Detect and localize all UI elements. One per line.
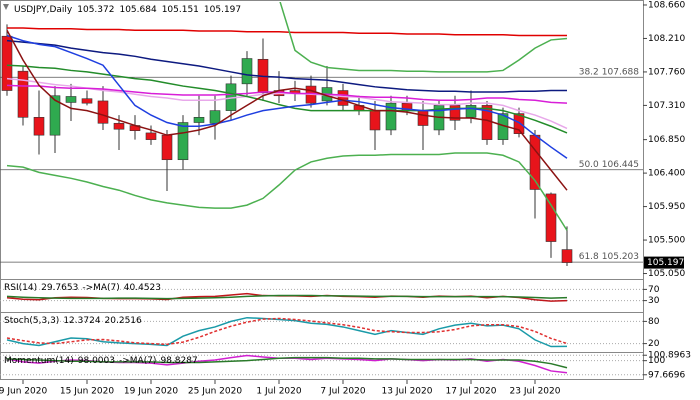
x-tick-label: 7 Jul 2020 [320,387,365,397]
indicator-label: RSI(14) 29.7653 ->MA(7) 40.4523 [4,283,161,293]
candle-body [97,100,109,124]
candle-body [193,117,205,123]
indicator-name: ->MA(7) [82,283,119,293]
fib-label: 38.2 107.688 [579,67,640,77]
x-tick-label: 23 Jul 2020 [510,387,561,397]
candle-body [513,113,525,134]
y-tick-label: 108.210 [648,34,685,44]
x-tick-label: 25 Jun 2020 [188,387,242,397]
y-tick-label: 70 [648,285,660,295]
candle-body [161,134,173,161]
x-tick-label: 1 Jul 2020 [256,387,301,397]
y-tick-label: 100 [648,356,665,366]
fib-ratio: 61.8 [579,252,599,262]
candle-body [241,58,253,85]
fib-ratio: 38.2 [579,67,599,77]
indicator-value: 98.8287 [160,356,197,366]
y-tick-label: 106.400 [648,169,685,179]
candle-body [49,95,61,136]
price-box [644,256,684,269]
candle-body [177,122,189,161]
fib-price: 105.203 [602,252,639,262]
price-label: 105.197 [647,258,684,268]
indicator-label: Momentum(14) 98.0003 ->MA(7) 98.8287 [4,356,198,366]
fib-price: 107.688 [602,67,639,77]
y-tick-label: 100.8963 [648,351,691,361]
y-tick-label: 30 [648,296,660,306]
x-tick-label: 17 Jul 2020 [446,387,497,397]
line [6,316,568,348]
candle-body [81,98,93,104]
indicator-name: Momentum(14) [4,356,74,366]
indicator-value: 29.7653 [41,283,78,293]
indicator-value: 98.0003 [78,356,115,366]
plot-frame [0,0,644,380]
indicator-name: RSI(14) [4,283,37,293]
symbol: USDJPY,Daily [14,5,73,15]
ohlc-value: 105.197 [204,5,241,15]
y-tick-label: 105.950 [648,202,685,212]
candle-body [17,70,29,118]
indicator-value: 12.3724 [63,316,100,326]
ohlc-value: 105.151 [162,5,199,15]
line [6,34,568,159]
candle-body [385,102,397,131]
fib-ratio: 50.0 [579,159,599,169]
candle-body [113,122,125,130]
indicator-name: ->MA(7) [119,356,156,366]
line [6,294,568,300]
candle-body [561,249,573,263]
fib-price: 106.445 [602,159,639,169]
y-tick-label: 105.500 [648,236,685,246]
line [7,27,567,37]
y-tick-label: 97.6696 [648,370,685,380]
fib-label: 50.0 106.445 [579,159,639,169]
line [279,2,568,73]
indicator-name: Stoch(5,3,3) [4,316,59,326]
candle-body [33,117,45,136]
candle-body [337,90,349,106]
y-tick-label: 20 [648,339,660,349]
line [6,152,568,231]
line [6,84,568,104]
y-tick-label: 107.760 [648,67,685,77]
candle-body [369,110,381,131]
indicator-label: Stoch(5,3,3) 12.3724 20.2516 [4,316,142,326]
chart-title: USDJPY,Daily 105.372 105.684 105.151 105.197 [14,5,241,15]
line [6,356,568,369]
y-tick-label: 105.050 [648,269,685,279]
indicator-value: 20.2516 [105,316,142,326]
x-tick-label: 15 Jun 2020 [60,387,114,397]
ohlc-value: 105.684 [119,5,156,15]
candle-body [209,110,221,124]
y-tick-label: 106.850 [648,135,685,145]
x-tick-label: 9 Jun 2020 [0,387,47,397]
line [6,39,567,93]
x-tick-label: 13 Jul 2020 [382,387,433,397]
ohlc-value: 105.372 [77,5,114,15]
fib-label: 61.8 105.203 [579,252,639,262]
line [6,29,568,191]
plot-area: 38.2 107.688 50.0 106.445 61.8 105.203 [0,2,643,267]
line [6,317,568,346]
x-tick-label: 19 Jun 2020 [124,387,178,397]
candle-body [1,35,13,91]
title-icon [3,4,9,10]
candle-body [417,110,429,126]
y-tick-label: 107.310 [648,101,685,111]
indicator-value: 40.4523 [124,283,161,293]
y-tick-label: 80 [648,317,660,327]
candle-body [65,96,77,103]
y-tick-label: 108.660 [648,0,685,10]
candle-body [465,105,477,118]
candle-body [145,132,157,140]
candle-body [545,193,557,242]
